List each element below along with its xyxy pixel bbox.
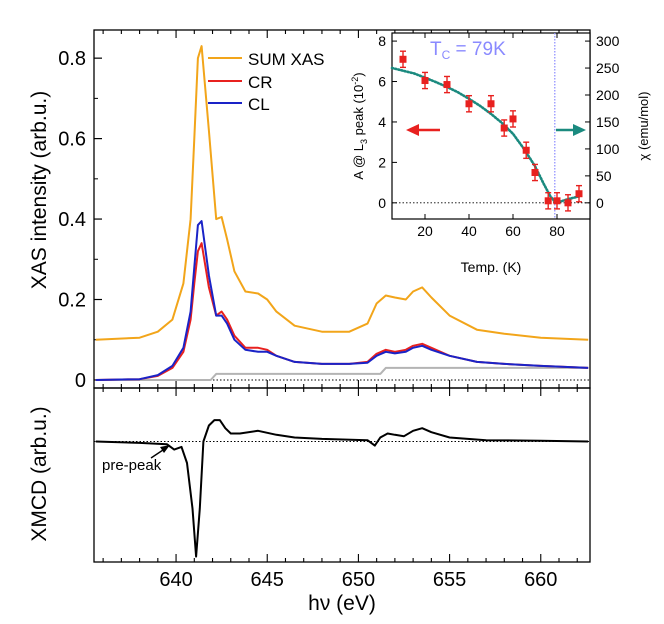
inset-left-arrow — [406, 124, 440, 136]
x-tick-label: 645 — [251, 569, 284, 591]
xmcd-axis-ticks — [102, 388, 578, 562]
inset-y2-tick-label: 150 — [596, 114, 620, 130]
inset-data-point — [500, 124, 508, 132]
legend-label-sum: SUM XAS — [248, 50, 325, 69]
x-tick-label: 650 — [342, 569, 375, 591]
xmcd-panel: XMCD (arb.u.) pre-peak — [28, 387, 591, 563]
xas-y-tick-label: 0.8 — [58, 48, 86, 70]
inset-y2-axis-label: χ (emu/mol) — [636, 92, 651, 161]
inset-y2-tick-label: 100 — [596, 141, 620, 157]
legend: SUM XAS CR CL — [208, 50, 325, 114]
inset-y-tick-label: 0 — [378, 195, 386, 211]
inset-y-label-rest: peak (10 — [351, 85, 366, 139]
inset-data-point — [509, 115, 517, 123]
xas-line-sum — [95, 45, 589, 341]
inset-y-label-close: ) — [351, 72, 366, 76]
inset-data-point — [522, 146, 530, 154]
inset-y-tick-label: 8 — [378, 33, 386, 49]
xmcd-panel-frame — [93, 387, 591, 563]
x-tick-label: 655 — [433, 569, 466, 591]
inset-y2-tick-label: 200 — [596, 87, 620, 103]
inset-data-point — [531, 169, 539, 176]
xas-y-tick-label: 0.6 — [58, 129, 86, 151]
inset-y-tick-label: 6 — [378, 74, 386, 90]
inset-x-tick-label: 60 — [505, 223, 521, 239]
inset-y2-tick-label: 50 — [596, 168, 612, 184]
tc-annotation: TC = 79K — [430, 39, 506, 62]
inset-y2-tick-label: 0 — [596, 195, 604, 211]
xas-panel: 0 0.2 0.4 0.6 0.8 XAS intensity (arb.u.) — [28, 29, 591, 392]
inset-x-tick-label: 20 — [417, 223, 433, 239]
xas-y-tick-label: 0.2 — [58, 290, 86, 312]
xmcd-line — [95, 419, 589, 558]
inset-y-label-sub: 3 — [359, 139, 369, 144]
x-axis-label: hν (eV) — [308, 592, 376, 615]
xas-line-bg_step — [95, 366, 589, 381]
inset-y-axis-label: A @ L3 peak (10-2) — [350, 72, 369, 179]
xas-y-axis-label: XAS intensity (arb.u.) — [28, 91, 51, 289]
tc-sub: C — [442, 48, 451, 62]
inset-right-arrow — [556, 124, 586, 136]
x-tick-label: 640 — [159, 569, 192, 591]
inset-data-point — [564, 199, 572, 207]
inset-y-label-exp: -2 — [350, 77, 360, 85]
legend-label-cl: CL — [248, 95, 270, 114]
legend-label-cr: CR — [248, 73, 273, 92]
inset-x-tick-label: 40 — [461, 223, 477, 239]
xmcd-series — [94, 419, 590, 558]
inset-data-point — [465, 100, 473, 108]
xas-line-cl — [95, 220, 589, 381]
inset-y2-tick-label: 300 — [596, 33, 620, 49]
xas-series — [94, 45, 590, 381]
inset-data-point — [399, 55, 407, 63]
inset-y-tick-label: 4 — [378, 114, 386, 130]
inset-data-point — [544, 197, 552, 205]
prepeak-annotation: pre-peak — [102, 457, 162, 474]
tc-rest: = 79K — [450, 39, 506, 60]
inset-y2-tick-label: 250 — [596, 60, 620, 76]
inset-data-point — [443, 81, 451, 89]
xas-axis-ticks: 0 0.2 0.4 0.6 0.8 — [58, 30, 578, 392]
tc-main: T — [430, 39, 442, 60]
xas-y-tick-label: 0.4 — [58, 209, 86, 231]
inset-series — [390, 33, 590, 219]
inset-x-tick-label: 80 — [549, 223, 565, 239]
xmcd-y-axis-label: XMCD (arb.u.) — [28, 406, 51, 541]
inset-data-point — [487, 100, 495, 108]
inset-data-point — [553, 197, 561, 205]
x-tick-label: 660 — [524, 569, 557, 591]
x-axis-tick-labels: 640 645 650 655 660 — [159, 569, 557, 591]
inset-data-point — [575, 190, 583, 198]
inset-x-axis-label: Temp. (K) — [461, 259, 522, 275]
prepeak-arrow — [150, 445, 170, 459]
inset-panel-frame — [391, 32, 591, 220]
inset-data-point — [421, 77, 429, 85]
inset-y-label-main: A @ L — [351, 144, 366, 180]
xas-y-tick-label: 0 — [75, 370, 86, 392]
inset-y-tick-label: 2 — [378, 154, 386, 170]
